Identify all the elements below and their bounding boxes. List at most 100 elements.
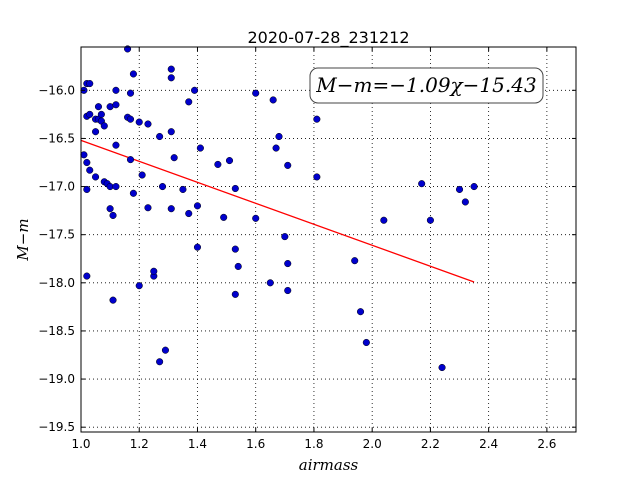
x-tick-label: 1.6 xyxy=(246,437,265,451)
data-point xyxy=(179,185,187,193)
x-tick-label: 2.4 xyxy=(479,437,498,451)
data-point xyxy=(106,205,114,213)
data-point xyxy=(170,154,178,162)
data-point xyxy=(156,132,164,141)
data-point xyxy=(281,233,289,241)
data-point xyxy=(167,128,175,136)
data-point xyxy=(144,120,152,128)
x-axis-label: airmass xyxy=(299,456,359,474)
data-point xyxy=(193,243,202,251)
data-point xyxy=(109,211,117,219)
y-tick-label: −18.5 xyxy=(38,324,75,338)
data-point xyxy=(356,308,365,316)
data-point xyxy=(225,157,234,165)
data-point xyxy=(126,89,135,97)
data-point xyxy=(100,122,108,130)
data-point xyxy=(461,198,469,206)
y-tick-label: −18.0 xyxy=(38,276,75,290)
data-point xyxy=(470,183,478,191)
data-point xyxy=(272,144,280,152)
x-tick-label: 1.8 xyxy=(304,437,323,451)
data-point xyxy=(284,260,292,268)
data-points xyxy=(80,45,478,372)
data-point xyxy=(426,216,434,224)
data-point xyxy=(135,118,143,126)
data-point xyxy=(92,173,100,181)
x-axis-ticks: 1.0 1.2 1.4 1.6 1.8 2.0 2.2 2.4 2.6 xyxy=(71,47,556,451)
data-point xyxy=(112,141,120,149)
data-point xyxy=(214,160,222,168)
data-point xyxy=(252,214,260,222)
x-tick-label: 2.2 xyxy=(421,437,440,451)
data-point xyxy=(231,290,239,298)
equation-box: M−m=−1.09χ−15.43 xyxy=(309,67,544,104)
x-tick-label: 2.0 xyxy=(363,437,382,451)
data-point xyxy=(167,74,175,82)
data-point xyxy=(83,272,91,280)
data-point xyxy=(92,128,100,136)
data-point xyxy=(126,156,135,164)
y-axis-ticks: −16.0 −16.5 −17.0 −17.5 −18.0 −18.5 −19.0 −19.5 xyxy=(38,83,576,434)
data-point xyxy=(112,101,120,109)
data-point xyxy=(167,205,175,213)
data-point xyxy=(438,363,446,372)
data-point xyxy=(193,202,202,210)
grid xyxy=(80,47,576,432)
data-point xyxy=(191,86,199,94)
y-tick-label: −17.5 xyxy=(38,228,75,242)
data-point xyxy=(83,158,91,167)
data-point xyxy=(129,189,137,197)
data-point xyxy=(112,86,120,94)
data-point xyxy=(94,103,103,111)
data-point xyxy=(418,180,426,188)
data-point xyxy=(80,151,88,159)
x-tick-label: 1.4 xyxy=(188,437,207,451)
x-tick-label: 2.6 xyxy=(537,437,556,451)
data-point xyxy=(86,110,94,118)
data-point xyxy=(167,65,175,73)
data-point xyxy=(380,216,388,224)
data-point xyxy=(231,184,239,193)
data-point xyxy=(129,70,137,78)
data-point xyxy=(284,161,292,169)
plot-area-frame xyxy=(80,46,577,433)
data-point xyxy=(126,115,135,123)
data-point xyxy=(150,267,158,275)
data-point xyxy=(144,204,152,212)
data-point xyxy=(83,185,91,193)
data-point xyxy=(269,96,277,104)
data-point xyxy=(135,282,143,290)
data-point xyxy=(86,80,94,88)
data-point xyxy=(97,110,105,118)
data-point xyxy=(234,262,242,271)
data-point xyxy=(455,185,464,193)
data-point xyxy=(313,173,321,181)
data-point xyxy=(313,115,321,123)
data-point xyxy=(252,89,260,97)
fit-line xyxy=(80,139,475,283)
data-point xyxy=(231,245,239,253)
data-point xyxy=(86,166,94,174)
y-tick-label: −19.5 xyxy=(38,420,75,434)
x-tick-label: 1.0 xyxy=(71,437,90,451)
data-point xyxy=(196,144,204,152)
y-tick-label: −19.0 xyxy=(38,372,75,386)
data-point xyxy=(185,98,193,106)
data-point xyxy=(156,358,164,366)
y-axis-label: M−m xyxy=(14,218,32,261)
data-point xyxy=(351,257,359,265)
data-point xyxy=(161,346,169,354)
data-point xyxy=(284,286,292,295)
data-point xyxy=(138,171,146,179)
y-tick-label: −16.5 xyxy=(38,131,75,145)
fit-equation: M−m=−1.09χ−15.43 xyxy=(315,73,536,97)
y-tick-label: −16.0 xyxy=(38,83,75,97)
data-point xyxy=(185,209,193,218)
x-tick-label: 1.2 xyxy=(130,437,149,451)
data-point xyxy=(275,132,283,141)
data-point xyxy=(266,279,274,287)
data-point xyxy=(158,183,167,191)
fit-line-layer xyxy=(80,139,475,283)
data-point xyxy=(112,183,120,191)
data-point xyxy=(220,213,228,221)
